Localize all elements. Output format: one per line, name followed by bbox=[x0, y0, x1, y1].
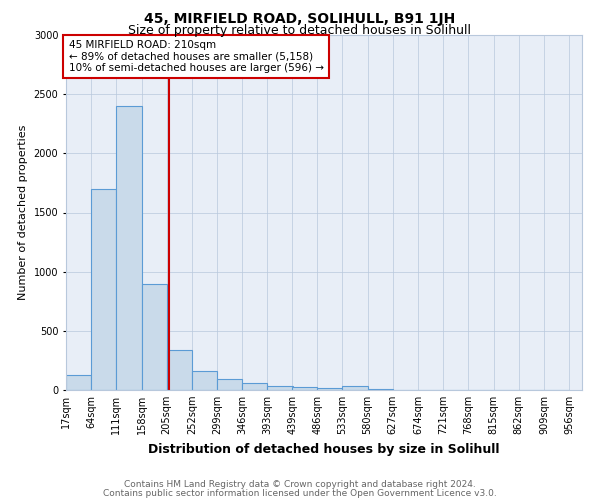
Bar bbox=[192, 371, 217, 390]
Bar bbox=[292, 387, 317, 390]
Text: Contains HM Land Registry data © Crown copyright and database right 2024.: Contains HM Land Registry data © Crown c… bbox=[124, 480, 476, 489]
Text: Contains public sector information licensed under the Open Government Licence v3: Contains public sector information licen… bbox=[103, 488, 497, 498]
Bar bbox=[343, 386, 368, 390]
X-axis label: Distribution of detached houses by size in Solihull: Distribution of detached houses by size … bbox=[148, 442, 500, 456]
Bar bbox=[66, 374, 91, 390]
Bar bbox=[116, 106, 142, 390]
Text: 45, MIRFIELD ROAD, SOLIHULL, B91 1JH: 45, MIRFIELD ROAD, SOLIHULL, B91 1JH bbox=[145, 12, 455, 26]
Text: 45 MIRFIELD ROAD: 210sqm
← 89% of detached houses are smaller (5,158)
10% of sem: 45 MIRFIELD ROAD: 210sqm ← 89% of detach… bbox=[68, 40, 323, 73]
Bar bbox=[242, 383, 268, 390]
Bar bbox=[268, 386, 293, 390]
Bar bbox=[91, 189, 116, 390]
Bar bbox=[217, 380, 242, 390]
Y-axis label: Number of detached properties: Number of detached properties bbox=[18, 125, 28, 300]
Text: Size of property relative to detached houses in Solihull: Size of property relative to detached ho… bbox=[128, 24, 472, 37]
Bar bbox=[142, 284, 167, 390]
Bar bbox=[167, 350, 192, 390]
Bar bbox=[317, 388, 343, 390]
